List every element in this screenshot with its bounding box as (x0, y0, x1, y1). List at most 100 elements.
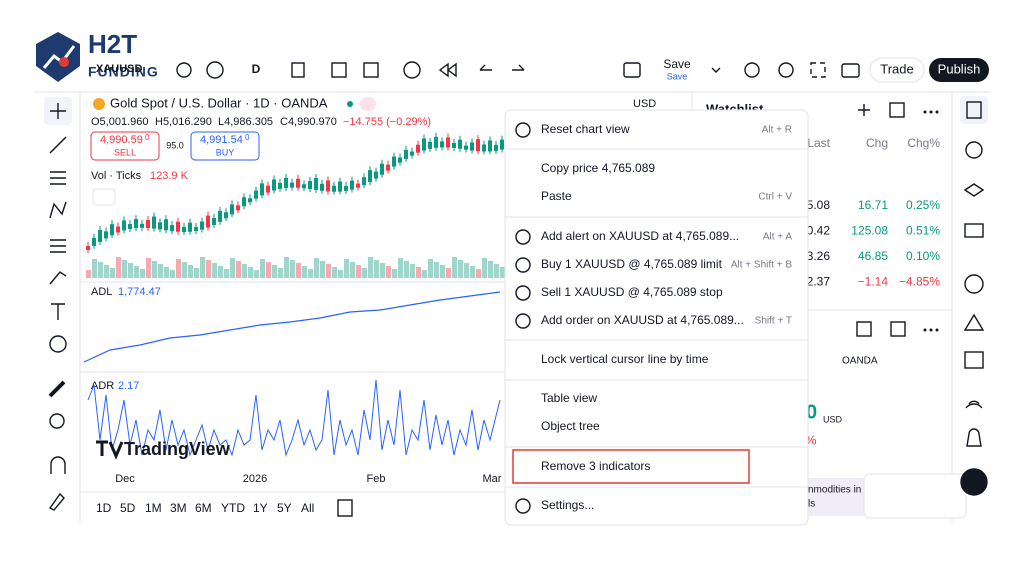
menu-item[interactable]: Buy 1 XAUUSD @ 4,765.089 limit (541, 257, 723, 271)
alerts-icon[interactable] (965, 141, 983, 159)
menu-item[interactable]: Table view (541, 391, 597, 405)
ruler-tool[interactable] (48, 380, 66, 398)
buy-price[interactable]: 4,991.54 (200, 134, 243, 146)
watchlist-cell[interactable]: 0.51% (906, 224, 940, 238)
news-line[interactable]: ls (808, 499, 815, 510)
menu-item[interactable]: Add alert on XAUUSD at 4,765.089... (541, 229, 739, 243)
layers-icon[interactable] (963, 183, 985, 197)
menu-item[interactable]: Lock vertical cursor line by time (541, 352, 709, 366)
snapshot-button[interactable] (841, 63, 860, 78)
range-button[interactable]: 6M (195, 501, 212, 515)
details-edit[interactable] (890, 321, 906, 337)
menu-item[interactable]: Object tree (541, 419, 600, 433)
layout-button[interactable] (363, 62, 379, 78)
undo-button[interactable] (479, 64, 492, 71)
watchlist-cell[interactable]: 0.10% (906, 249, 940, 263)
apps-icon[interactable] (960, 468, 988, 496)
chart-type-button[interactable] (291, 62, 305, 78)
crosshair-tool[interactable] (50, 103, 66, 119)
more[interactable] (923, 328, 927, 332)
menu-item[interactable]: Copy price 4,765.089 (541, 161, 655, 175)
redo-button[interactable] (512, 64, 525, 71)
watchlist-cell[interactable]: 5.08 (807, 198, 831, 212)
menu-item[interactable]: Sell 1 XAUUSD @ 4,765.089 stop (541, 285, 723, 299)
range-button[interactable]: 5Y (277, 501, 292, 515)
pine-icon[interactable] (963, 313, 985, 331)
replay-button[interactable] (438, 62, 457, 78)
icon-tool[interactable] (49, 335, 67, 353)
range-button[interactable]: 3M (170, 501, 187, 515)
buy-price-tail[interactable]: 0 (245, 133, 250, 142)
watchlist-cell[interactable]: −4.85% (899, 275, 940, 289)
more[interactable] (929, 328, 933, 332)
symbol-icon[interactable] (176, 62, 192, 78)
range-button[interactable]: 5D (120, 501, 136, 515)
sidebar-active[interactable] (960, 96, 988, 124)
pattern-tool[interactable] (49, 201, 67, 219)
buy-label[interactable]: BUY (216, 147, 235, 157)
watchlist-cell[interactable]: 16.71 (858, 198, 888, 212)
watchlist-cell[interactable]: 125.08 (851, 224, 888, 238)
menu-item[interactable]: Remove 3 indicators (541, 459, 650, 473)
buy-button[interactable] (190, 131, 260, 161)
more[interactable] (923, 110, 927, 114)
range-button[interactable]: 1M (145, 501, 162, 515)
range-button[interactable]: 1Y (253, 501, 268, 515)
watchlist-icon[interactable] (966, 101, 982, 119)
menu-item[interactable]: Settings... (541, 498, 594, 512)
alert-button[interactable] (403, 61, 421, 79)
notifications-icon[interactable] (966, 428, 982, 447)
watchlist-cell[interactable]: 0.42 (807, 224, 831, 238)
lock-tool[interactable] (48, 492, 65, 511)
advanced-view[interactable] (889, 102, 905, 118)
menu-item[interactable]: Reset chart view (541, 122, 630, 136)
sell-price-tail[interactable]: 0 (145, 133, 150, 142)
text-tool[interactable] (51, 303, 65, 320)
sell-button[interactable] (90, 131, 160, 161)
fib-tool[interactable] (50, 171, 66, 185)
interval[interactable]: D (252, 62, 261, 76)
trade-button-bg[interactable] (869, 57, 925, 83)
save-dropdown[interactable] (711, 67, 721, 73)
collapse-button[interactable] (92, 188, 116, 206)
save-button[interactable]: Save (663, 57, 691, 71)
range-button[interactable]: 1D (96, 501, 112, 515)
publish-button[interactable]: Publish (938, 61, 981, 76)
compare-button[interactable] (206, 61, 224, 79)
column-header[interactable]: Chg (866, 136, 888, 150)
column-header[interactable]: Chg% (907, 136, 940, 150)
add-symbol[interactable] (858, 104, 870, 116)
menu-item[interactable]: Add order on XAUUSD at 4,765.089... (541, 313, 744, 327)
news-card[interactable] (806, 478, 866, 516)
watchlist-cell[interactable]: −1.14 (858, 275, 889, 289)
search-button[interactable] (744, 62, 760, 78)
watchlist-cell[interactable]: 0.25% (906, 198, 940, 212)
forecast-tool[interactable] (50, 239, 66, 253)
calendar-icon[interactable] (964, 351, 984, 369)
goto-date[interactable] (337, 499, 353, 517)
menu-item[interactable]: Paste (541, 189, 572, 203)
stream-icon[interactable] (965, 400, 983, 409)
more[interactable] (929, 110, 933, 114)
range-button[interactable]: All (301, 501, 314, 515)
symbol[interactable]: XAUUSD (96, 63, 143, 75)
more[interactable] (935, 328, 939, 332)
settings-button[interactable] (778, 62, 794, 78)
currency-selector[interactable]: USD (633, 98, 656, 110)
layout-toggle[interactable] (623, 62, 641, 78)
news-line[interactable]: nmodities in (808, 485, 861, 496)
indicators-button[interactable] (331, 62, 347, 78)
more[interactable] (935, 110, 939, 114)
chat-icon[interactable] (964, 223, 984, 238)
trendline-tool[interactable] (49, 136, 67, 154)
publish-button-bg[interactable] (929, 58, 989, 82)
column-header[interactable]: Last (807, 136, 830, 150)
magnet-tool[interactable] (50, 456, 66, 474)
fullscreen-button[interactable] (810, 62, 826, 78)
watchlist-cell[interactable]: 3.26 (807, 249, 831, 263)
trade-button[interactable]: Trade (880, 61, 913, 76)
sell-price[interactable]: 4,990.59 (100, 134, 143, 146)
sell-label[interactable]: SELL (114, 147, 136, 157)
watchlist-cell[interactable]: 2.37 (807, 275, 831, 289)
zoom-tool[interactable] (49, 413, 65, 429)
